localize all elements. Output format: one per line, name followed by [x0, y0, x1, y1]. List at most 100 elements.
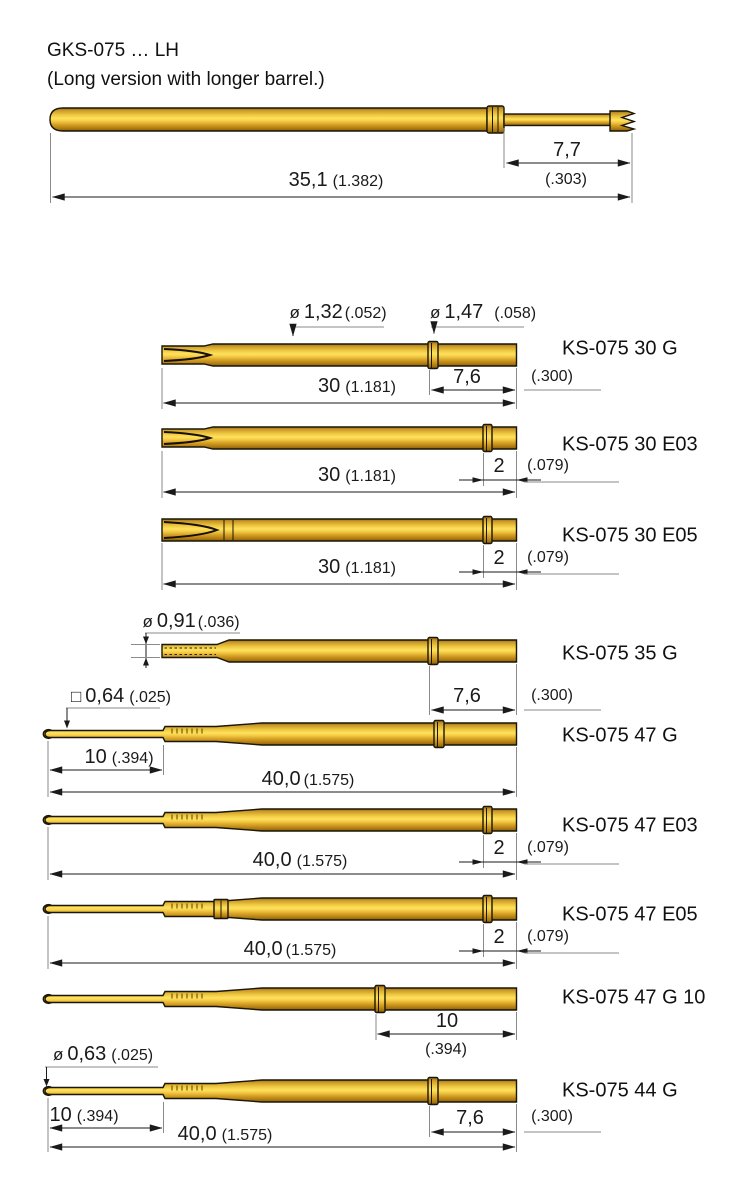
dim-47g-total: 40,0 (1.575) [262, 769, 355, 789]
dim-value: 0,64 [85, 685, 125, 707]
dim-47g-needle: 10 (.394) [84, 747, 153, 767]
barrel [161, 639, 518, 663]
mount-collar [427, 340, 439, 370]
part-label-ks-075-30-e05: KS-075 30 E05 [562, 524, 698, 547]
barrel [44, 897, 518, 921]
dim-30g-dia-barrel: ø 1,32 (.052) [289, 302, 386, 322]
dim-30g-dia-collar: ø 1,47 (.058) [430, 302, 536, 322]
dim-35g-tip-inch: (.300) [531, 688, 573, 704]
dim-value: (.079) [527, 839, 569, 856]
knurl-marks [171, 728, 203, 734]
dim-35g-tip-mm: 7,6 [453, 686, 481, 706]
dim-value: 2 [493, 455, 505, 477]
probe-drawing-ks-075-47-g-10 [42, 984, 518, 1040]
dim-30e05-total: 30 (1.181) [318, 557, 396, 577]
barrel [161, 518, 518, 542]
dim-gks-plunger-mm: 7,7 [553, 140, 581, 160]
dimension-lines [161, 451, 619, 498]
barrel [49, 107, 488, 132]
plunger [503, 113, 612, 127]
dim-value: 7,7 [553, 139, 581, 161]
dimension-lines [375, 1012, 517, 1040]
dim-value: 40,0 [252, 849, 292, 871]
probe-drawing-ks-075-35-g [131, 632, 601, 715]
dim-47g10-mid-inch: (.394) [425, 1042, 467, 1058]
dim-value: (.300) [531, 368, 573, 385]
dim-value: 10 [49, 1104, 72, 1126]
probe-drawing-ks-075-30-e05 [161, 515, 619, 590]
dim-value: 2 [493, 926, 505, 948]
knurl-marks [171, 993, 203, 999]
knurl-marks [171, 1085, 203, 1091]
dim-value: 2 [493, 547, 505, 569]
mount-collar [433, 719, 445, 749]
dim-value: (1.575) [285, 942, 337, 959]
dim-value: 40,0 [177, 1123, 217, 1145]
barrel [44, 987, 518, 1011]
knurl-marks [171, 903, 203, 909]
dimension-lines [131, 632, 601, 715]
dim-value: 10 [84, 746, 107, 768]
diameter-symbol: ø [429, 303, 441, 322]
dim-30e03-tip-mm: 2 [493, 456, 504, 476]
probe-drawing-gks-075-lh [49, 105, 637, 203]
dim-value: (.303) [545, 171, 587, 188]
dim-value: 40,0 [261, 768, 301, 790]
dim-value: (1.382) [332, 173, 384, 190]
dim-value: (.052) [344, 305, 387, 322]
part-label-ks-075-47-g: KS-075 47 G [562, 724, 678, 747]
dim-47e05-tip-inch: (.079) [527, 929, 569, 945]
dim-44g-tip-mm: 7,6 [456, 1108, 484, 1128]
dimension-lines [47, 707, 517, 797]
dimension-lines [161, 543, 619, 590]
part-label-ks-075-47-e05: KS-075 47 E05 [562, 903, 698, 926]
probe-drawing-ks-075-47-g [42, 707, 518, 797]
dim-44g-total: 40,0 (1.575) [178, 1124, 273, 1144]
dimension-lines [50, 128, 633, 203]
dimension-lines [43, 1066, 601, 1152]
page-subtitle: (Long version with longer barrel.) [47, 69, 325, 90]
dim-value: 0,63 [67, 1043, 107, 1065]
barrel [161, 343, 518, 367]
diameter-symbol: ø [142, 612, 153, 631]
probe-drawing-ks-075-47-e03 [42, 805, 619, 880]
probe-drawing-ks-075-44-g [42, 1066, 601, 1152]
part-label-ks-075-47-g-10: KS-075 47 G 10 [562, 986, 706, 1009]
dim-value: (1.181) [345, 468, 396, 485]
dim-value: (.079) [527, 928, 569, 945]
dim-value: (.300) [531, 1108, 573, 1125]
dim-30e05-tip-inch: (.079) [527, 550, 569, 566]
dim-value: (1.575) [221, 1127, 273, 1144]
dim-47e05-total: 40,0 (1.575) [244, 939, 337, 959]
dim-44g-tip-inch: (.300) [531, 1109, 573, 1125]
mount-collar [427, 1076, 439, 1106]
dim-value: 30 [318, 464, 341, 486]
dim-47e03-tip-inch: (.079) [527, 840, 569, 856]
dim-value: 7,6 [453, 366, 481, 388]
dim-47g-square-tip: □ 0,64 (.025) [71, 686, 171, 706]
barrel [44, 808, 518, 832]
mount-collar [482, 423, 493, 453]
dim-value: 35,1 [288, 169, 328, 191]
dim-47e05-tip-mm: 2 [493, 927, 504, 947]
dim-30e03-total: 30 (1.181) [318, 465, 396, 485]
dim-value: (.394) [111, 750, 154, 767]
dim-value: (1.181) [345, 379, 396, 396]
dim-value: (1.181) [345, 560, 396, 577]
dim-gks-plunger-inch: (.303) [545, 172, 587, 188]
dim-47g10-mid-mm: 10 [436, 1011, 458, 1031]
mount-collar [482, 805, 493, 835]
dim-44g-dia-tip: ø 0,63 (.025) [53, 1044, 153, 1064]
part-label-ks-075-30-g: KS-075 30 G [562, 337, 678, 360]
dim-value: 1,47 [444, 301, 484, 323]
dim-value: (.079) [527, 549, 569, 566]
dimension-lines [161, 321, 601, 409]
mount-collar [482, 515, 493, 545]
dim-value: 1,32 [303, 301, 343, 323]
mount-collar [482, 894, 493, 924]
dim-value: (.058) [494, 305, 537, 322]
part-label-ks-075-44-g: KS-075 44 G [562, 1079, 678, 1102]
dim-44g-needle: 10 (.394) [49, 1105, 118, 1125]
